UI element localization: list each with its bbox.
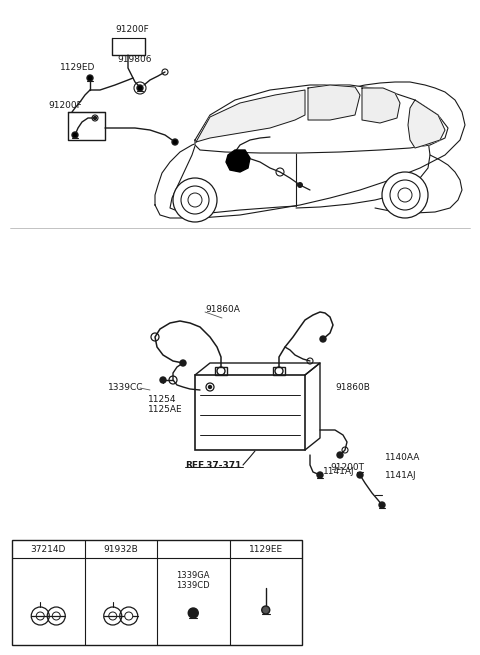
Circle shape — [262, 606, 270, 614]
Text: 1125AE: 1125AE — [148, 405, 182, 415]
Text: 1140AA: 1140AA — [385, 453, 420, 462]
Circle shape — [125, 612, 133, 620]
Text: 919806: 919806 — [117, 56, 152, 64]
Polygon shape — [408, 100, 445, 148]
Text: 11254: 11254 — [148, 396, 177, 405]
Bar — [28, 588, 68, 640]
Polygon shape — [308, 85, 360, 120]
Polygon shape — [195, 85, 448, 153]
Text: 91932B: 91932B — [103, 544, 138, 553]
Circle shape — [72, 132, 78, 138]
Circle shape — [357, 472, 363, 478]
Circle shape — [297, 182, 303, 188]
Circle shape — [137, 85, 143, 91]
Bar — [195, 375, 305, 450]
Text: 91860A: 91860A — [205, 305, 240, 314]
Text: 91200F: 91200F — [48, 100, 82, 109]
Circle shape — [320, 336, 326, 342]
Text: 1339CC: 1339CC — [108, 383, 144, 392]
Circle shape — [337, 452, 343, 458]
Bar — [273, 367, 285, 375]
Text: REF.37-371: REF.37-371 — [185, 460, 241, 470]
Circle shape — [379, 502, 385, 508]
Circle shape — [317, 472, 323, 478]
Circle shape — [180, 360, 186, 366]
Circle shape — [87, 75, 93, 81]
Text: 1141AJ: 1141AJ — [323, 468, 355, 476]
Circle shape — [172, 139, 178, 145]
Polygon shape — [155, 82, 465, 218]
Circle shape — [94, 117, 96, 119]
Polygon shape — [226, 150, 250, 172]
Circle shape — [188, 608, 198, 618]
Bar — [12, 540, 302, 645]
Polygon shape — [196, 90, 305, 142]
Text: 1339GA: 1339GA — [177, 572, 210, 580]
Circle shape — [382, 172, 428, 218]
Bar — [215, 367, 227, 375]
Text: 91200F: 91200F — [115, 26, 149, 35]
Polygon shape — [362, 88, 400, 123]
Text: 1141AJ: 1141AJ — [385, 470, 417, 479]
Text: 1339CD: 1339CD — [177, 582, 210, 591]
Text: 1129EE: 1129EE — [249, 544, 283, 553]
Text: 91860B: 91860B — [335, 383, 370, 392]
Circle shape — [173, 178, 217, 222]
Text: 91200T: 91200T — [330, 464, 364, 472]
Circle shape — [208, 386, 212, 388]
Circle shape — [160, 377, 166, 383]
Text: 37214D: 37214D — [31, 544, 66, 553]
Text: 1129ED: 1129ED — [60, 64, 96, 73]
